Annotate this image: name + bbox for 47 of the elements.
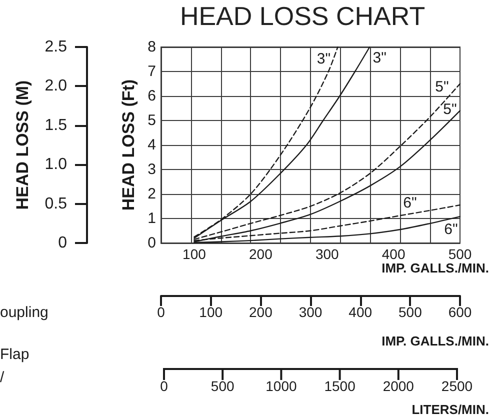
y-tick-label: 6 xyxy=(148,88,156,104)
y-tick-label: 7 xyxy=(148,63,156,80)
text: 500 xyxy=(210,378,234,394)
y-tick-label: 0 xyxy=(148,234,156,252)
series-label: 6" xyxy=(444,221,458,238)
text: 1000 xyxy=(266,378,297,394)
x-axis-title: IMP. GALLS./MIN. xyxy=(382,260,489,276)
x-tick-label: 300 xyxy=(315,246,340,262)
text: / xyxy=(0,369,5,386)
y2-tick-label: 1.0 xyxy=(44,156,68,174)
series-label: 3" xyxy=(316,50,331,68)
x-tick-label: 100 xyxy=(182,246,206,262)
y-tick-label: 8 xyxy=(148,38,156,56)
x2-tick-label: 100 xyxy=(199,304,223,320)
y-tick-label: 2 xyxy=(148,186,156,202)
y-tick-label: 3 xyxy=(148,161,156,178)
x2-tick-label: 600 xyxy=(448,304,472,320)
y2-tick-label: 2.5 xyxy=(44,38,68,56)
chart-title: HEAD LOSS CHART xyxy=(180,1,426,31)
text: oupling xyxy=(0,304,48,321)
x2-axis-title: IMP. GALLS./MIN. xyxy=(382,334,489,348)
x2-tick-label: 300 xyxy=(298,304,322,320)
y2-tick-label: 1.5 xyxy=(44,116,68,134)
y-tick-label: 4 xyxy=(148,136,156,154)
x2-tick-label: 500 xyxy=(398,304,422,320)
x2-tick-label: 200 xyxy=(248,304,273,320)
series-label: 5" xyxy=(435,78,449,96)
y-tick-label: 1 xyxy=(148,210,156,227)
text: 2000 xyxy=(382,378,414,394)
text: Flap xyxy=(0,346,30,363)
text: LITERS/MIN. xyxy=(412,402,489,417)
x-tick-label: 400 xyxy=(382,246,406,262)
y2-tick-label: 0 xyxy=(58,234,68,252)
series-label: 5" xyxy=(443,101,457,118)
text: 2500 xyxy=(441,378,473,394)
text: 0 xyxy=(160,378,168,394)
y2-tick-label: 2.0 xyxy=(44,78,68,95)
text: 1500 xyxy=(324,378,356,394)
x-tick-label: 500 xyxy=(448,246,472,262)
y-axis-title: HEAD LOSS (Ft) xyxy=(118,79,138,211)
series-label: 6" xyxy=(403,194,417,212)
y-tick-label: 5 xyxy=(148,112,156,129)
y2-axis-title: HEAD LOSS (M) xyxy=(13,80,32,210)
y2-tick-label: 0.5 xyxy=(44,195,68,212)
x-tick-label: 200 xyxy=(248,246,273,262)
x2-tick-label: 400 xyxy=(348,304,372,320)
series-label: 3" xyxy=(372,50,386,66)
